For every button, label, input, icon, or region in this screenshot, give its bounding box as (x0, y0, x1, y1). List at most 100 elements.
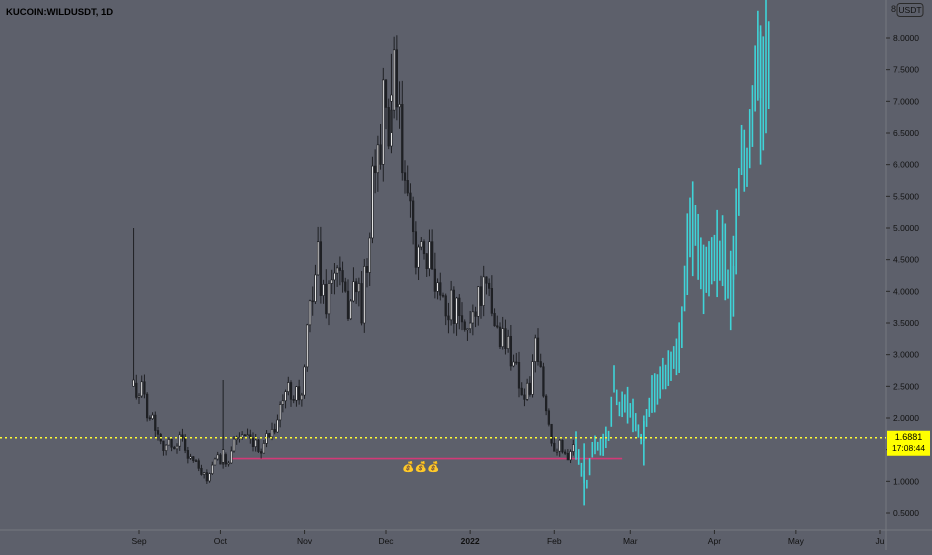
candle-body (493, 312, 496, 327)
candle-body (251, 437, 255, 448)
symbol-title[interactable]: KUCOIN:WILDUSDT, 1D (6, 7, 113, 18)
candle-body (542, 366, 545, 397)
candle-body (572, 444, 575, 452)
candle-body (316, 241, 320, 276)
currency-badge[interactable]: USDT (898, 5, 921, 15)
candle-body (311, 300, 314, 303)
candle-body (477, 286, 480, 317)
price-tick-label: 3.5000 (893, 318, 919, 328)
candle-body (382, 79, 385, 165)
candle-body (403, 172, 407, 181)
candle-body (211, 464, 214, 474)
candle-body (425, 253, 428, 269)
candle-body (447, 315, 450, 321)
candle-body (273, 429, 276, 433)
candle-body (333, 272, 336, 281)
candle-body (216, 454, 219, 460)
candle-body (368, 237, 371, 273)
price-tick-label: 5.0000 (893, 223, 919, 233)
candle-body (485, 276, 488, 284)
currency-badge-frame[interactable] (896, 3, 924, 17)
candle-body (401, 104, 404, 174)
candle-body (154, 414, 157, 431)
time-tick-label: Dec (378, 536, 394, 546)
candle-body (460, 315, 464, 323)
candle-body (268, 433, 271, 438)
time-tick-label: 2022 (461, 536, 480, 546)
candle-body (501, 328, 504, 348)
candle-body (468, 322, 472, 330)
candle-body (145, 393, 149, 419)
candle-body (504, 328, 507, 349)
candle-body (235, 438, 238, 441)
candle-body (156, 430, 160, 435)
candle-body (458, 297, 461, 317)
candle-body (558, 439, 561, 452)
candle-body (487, 282, 491, 289)
candle-body (178, 434, 181, 447)
candle-body (376, 144, 380, 174)
candle-body (287, 382, 290, 392)
candle-body (365, 266, 369, 273)
candle-body (550, 423, 553, 444)
candle-body (170, 439, 173, 448)
candle-body (528, 382, 532, 395)
candle-body (303, 366, 306, 396)
candle-body (553, 442, 556, 452)
candle-body (243, 434, 247, 437)
candle-body (474, 311, 477, 317)
candle-body (534, 337, 537, 362)
candle-body (322, 284, 325, 296)
candle-body (544, 395, 548, 412)
candle-body (213, 458, 217, 466)
candle-body (224, 454, 228, 465)
candle-body (205, 472, 209, 482)
time-tick-label: Nov (297, 536, 313, 546)
current-price-tag-bg (887, 430, 930, 456)
candle-body (308, 300, 312, 326)
candle-body (422, 241, 426, 255)
current-price-value: 1.6881 (895, 432, 923, 442)
candle-body (189, 456, 192, 459)
candle-body (284, 391, 287, 402)
candle-body (409, 192, 412, 202)
money-bag-icon: 💰💰💰 (402, 460, 439, 473)
axis-settings-icon[interactable]: 8 (891, 4, 896, 14)
time-tick-label: Sep (131, 536, 146, 546)
candle-body (183, 437, 187, 451)
candle-body (221, 449, 225, 463)
candle-body (238, 437, 241, 440)
time-tick-label: Feb (547, 536, 562, 546)
candle-body (441, 294, 445, 297)
candle-body (436, 282, 439, 292)
time-axis[interactable]: Sep Oct Nov Dec 2022 Feb Mar Apr May Ju (131, 530, 885, 546)
candle-body (254, 439, 257, 448)
candle-body (417, 246, 420, 268)
candle-body (517, 362, 521, 389)
candle-body (498, 326, 502, 348)
candle-body (496, 325, 499, 328)
candle-body (194, 460, 198, 462)
projection-bars-layer (575, 0, 770, 506)
candle-body (292, 399, 295, 401)
price-tick-label: 2.5000 (893, 381, 919, 391)
candle-body (363, 266, 366, 324)
candle-body (414, 231, 418, 268)
candle-body (162, 440, 165, 451)
candle-body (325, 284, 328, 315)
candle-body (479, 286, 483, 306)
candle-body (506, 335, 510, 349)
price-tick-label: 6.5000 (893, 128, 919, 138)
candle-body (352, 281, 355, 302)
candle-body (406, 180, 409, 194)
candle-body (338, 267, 342, 271)
price-tick-label: 7.5000 (893, 65, 919, 75)
candle-body (344, 281, 347, 292)
candle-body (392, 49, 396, 111)
candle-body (455, 297, 458, 324)
candle-body (246, 434, 249, 437)
candle-body (148, 417, 152, 420)
